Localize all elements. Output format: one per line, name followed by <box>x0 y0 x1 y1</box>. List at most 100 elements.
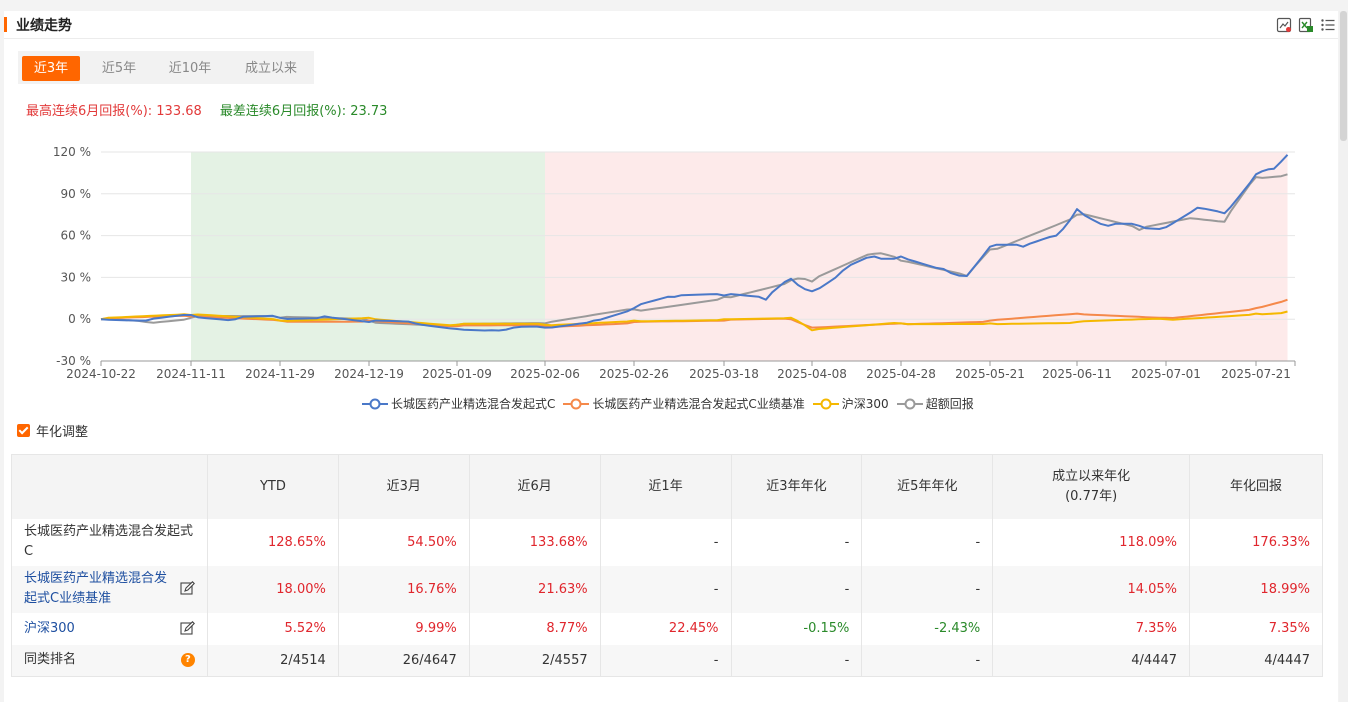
legend-item[interactable]: 沪深300 <box>812 395 889 412</box>
table-header-5y-annualized: 近5年年化 <box>861 454 994 519</box>
row-name-cell: 同类排名 ? <box>11 644 208 677</box>
table-cell: 16.76% <box>338 565 470 613</box>
performance-table: YTD 近3月 近6月 近1年 近3年年化 近5年年化 成立以来年化 (0.77年… <box>11 454 1323 677</box>
y-tick-label: 90 % <box>61 187 92 201</box>
table-cell: 18.99% <box>1189 565 1323 613</box>
x-tick-label: 2025-04-08 <box>777 367 847 381</box>
worst-6m-return: 最差连续6月回报(%): 23.73 <box>219 104 388 119</box>
y-tick-label: 0 % <box>68 312 91 326</box>
toolbar <box>1276 17 1336 33</box>
tab-10y[interactable]: 近10年 <box>168 61 212 76</box>
y-tick-label: 30 % <box>61 270 92 284</box>
chart-band-1 <box>545 152 1288 361</box>
x-tick-label: 2024-10-22 <box>66 367 136 381</box>
row-name: 长城医药产业精选混合发起式C <box>11 518 208 566</box>
table-cell: - <box>731 518 863 566</box>
tab-since-inception[interactable]: 成立以来 <box>244 61 297 76</box>
best-6m-return: 最高连续6月回报(%): 133.68 <box>26 104 202 119</box>
header-accent-bar <box>4 17 7 32</box>
table-header-row: YTD 近3月 近6月 近1年 近3年年化 近5年年化 成立以来年化 (0.77年… <box>11 454 1323 519</box>
table-cell: 21.63% <box>469 565 601 613</box>
table-cell: 5.52% <box>207 612 339 645</box>
performance-chart: 120 % 90 % 60 % 30 % 0 % -30 %2024-10-22 2024-… <box>53 145 1296 381</box>
table-cell: 7.35% <box>992 612 1191 645</box>
legend-item[interactable]: 长城医药产业精选混合发起式C业绩基准 <box>563 395 805 412</box>
table-row: 沪深300 5.52% 9.99% 8.77% 22.45% -0.15% -2… <box>11 612 1323 645</box>
table-row: 长城医药产业精选混合发起式C业绩基准 18.00% 16.76% 21.63% … <box>11 565 1323 613</box>
table-header-3y-annualized: 近3年年化 <box>731 454 863 519</box>
table-cell: 22.45% <box>600 612 732 645</box>
table-cell: 8.77% <box>469 612 601 645</box>
table-cell: 18.00% <box>207 565 339 613</box>
table-header-annualized-return: 年化回报 <box>1189 454 1323 519</box>
x-tick-label: 2025-07-21 <box>1221 367 1291 381</box>
row-name-link[interactable]: 沪深300 <box>24 620 75 636</box>
table-cell: 4/4447 <box>1189 644 1323 677</box>
row-name-cell: 长城医药产业精选混合发起式C业绩基准 <box>11 565 208 613</box>
row-name: 同类排名 <box>24 652 77 668</box>
table-cell: 128.65% <box>207 518 339 566</box>
x-tick-label: 2025-06-11 <box>1042 367 1112 381</box>
x-tick-label: 2025-02-26 <box>599 367 669 381</box>
legend-label: 超额回报 <box>925 397 974 411</box>
table-cell: 54.50% <box>338 518 470 566</box>
table-cell: - <box>861 518 994 566</box>
table-row: 长城医药产业精选混合发起式C 128.65% 54.50% 133.68% - … <box>11 518 1323 566</box>
table-header-6m: 近6月 <box>469 454 601 519</box>
table-cell: - <box>731 565 863 613</box>
x-tick-label: 2025-05-21 <box>955 367 1025 381</box>
legend-marker-icon <box>812 398 839 409</box>
table-header-name <box>11 454 208 519</box>
table-cell: 4/4447 <box>992 644 1191 677</box>
panel-header: 业绩走势 <box>4 11 1338 39</box>
legend-marker-icon <box>896 398 923 409</box>
tab-3y[interactable]: 近3年 <box>22 56 80 81</box>
legend-label: 沪深300 <box>841 397 889 411</box>
table-cell: - <box>600 644 732 677</box>
table-cell: - <box>861 644 994 677</box>
page-scrollbar[interactable] <box>1339 11 1348 702</box>
table-cell: - <box>731 644 863 677</box>
legend-label: 长城医药产业精选混合发起式C <box>391 397 556 411</box>
table-cell: 26/4647 <box>338 644 470 677</box>
table-cell: - <box>861 565 994 613</box>
table-cell: - <box>600 518 732 566</box>
table-header-1y: 近1年 <box>600 454 732 519</box>
table-cell: 2/4514 <box>207 644 339 677</box>
y-tick-label: -30 % <box>56 354 91 368</box>
legend-item[interactable]: 超额回报 <box>896 395 974 412</box>
edit-icon[interactable] <box>180 581 195 596</box>
annualized-label: 年化调整 <box>36 425 89 440</box>
x-tick-label: 2025-02-06 <box>510 367 580 381</box>
table-cell: - <box>600 565 732 613</box>
table-cell: 7.35% <box>1189 612 1323 645</box>
scrollbar-thumb[interactable] <box>1340 11 1347 141</box>
x-tick-label: 2025-07-01 <box>1131 367 1201 381</box>
table-cell: 118.09% <box>992 518 1191 566</box>
table-cell: 133.68% <box>469 518 601 566</box>
legend-marker-icon <box>362 398 388 409</box>
table-header-ytd: YTD <box>207 454 339 519</box>
table-cell: 14.05% <box>992 565 1191 613</box>
list-icon[interactable] <box>1320 17 1336 33</box>
table-header-inception-annualized: 成立以来年化 (0.77年) <box>992 454 1191 519</box>
annualized-toggle[interactable]: 年化调整 <box>17 421 88 440</box>
help-icon[interactable]: ? <box>180 653 195 668</box>
tab-5y[interactable]: 近5年 <box>101 61 137 76</box>
row-name-link[interactable]: 长城医药产业精选混合发起式C业绩基准 <box>24 571 168 606</box>
series-line-0 <box>100 154 1289 332</box>
compare-icon[interactable] <box>1276 17 1292 33</box>
edit-icon[interactable] <box>180 620 195 636</box>
x-tick-label: 2024-11-11 <box>156 367 226 381</box>
export-excel-icon[interactable] <box>1298 17 1314 33</box>
rolling-returns: 最高连续6月回报(%): 133.68 最差连续6月回报(%): 23.73 <box>26 100 387 119</box>
legend-marker-icon <box>563 398 590 409</box>
x-tick-label: 2025-03-18 <box>689 367 759 381</box>
x-tick-label: 2024-12-19 <box>334 367 404 381</box>
legend-label: 长城医药产业精选混合发起式C业绩基准 <box>592 397 805 411</box>
legend-item[interactable]: 长城医药产业精选混合发起式C <box>362 395 555 412</box>
x-tick-label: 2025-01-09 <box>422 367 492 381</box>
x-tick-label: 2024-11-29 <box>245 367 315 381</box>
table-cell: 176.33% <box>1189 518 1323 566</box>
annualized-checkbox[interactable] <box>17 424 30 437</box>
